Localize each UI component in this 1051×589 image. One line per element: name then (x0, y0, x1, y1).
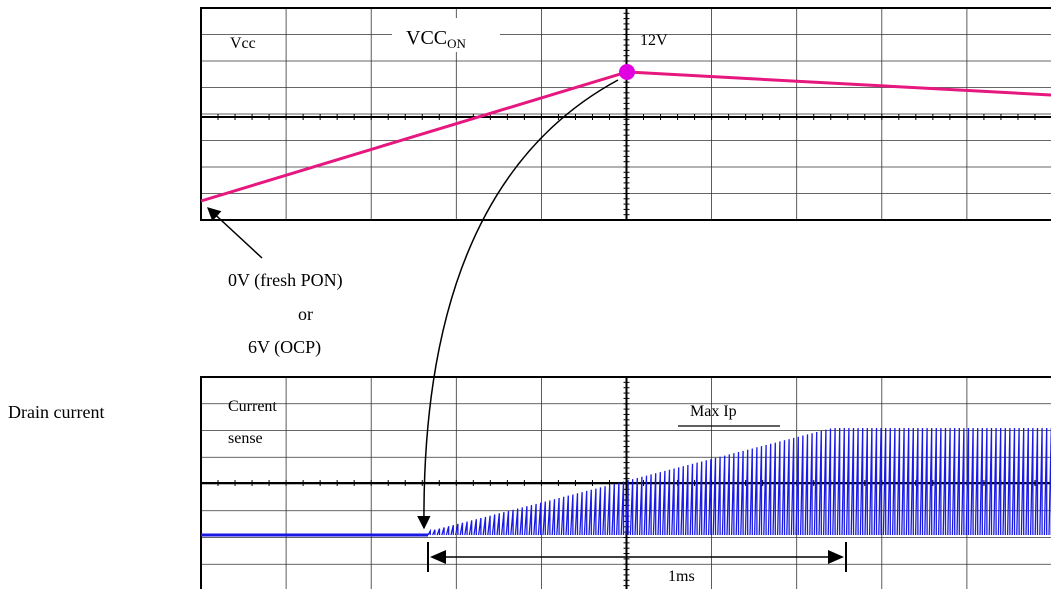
current-scope-grid (200, 376, 1051, 589)
current-scope-panel (200, 376, 1051, 589)
start-point-arrow (207, 207, 263, 259)
drain-current-label: Drain current (8, 402, 104, 422)
vcc-on-label-box (392, 18, 500, 52)
vcc-scope-panel (200, 7, 1051, 221)
vcc-scope-grid (200, 7, 1051, 221)
current-channel-label-1: Current (228, 398, 277, 415)
annotation-line-3: 6V (OCP) (248, 337, 321, 358)
annotation-line-1: 0V (fresh PON) (228, 270, 343, 291)
timing-arrow-right (828, 550, 844, 564)
annotation-line-2: or (298, 304, 313, 324)
peak-voltage-label: 12V (640, 32, 668, 49)
max-ip-label: Max Ip (690, 403, 737, 420)
vcc-on-marker (619, 64, 635, 80)
vcc-on-label: VCCON (406, 27, 467, 51)
vcc-on-to-start-arrow (417, 79, 619, 530)
current-pulse-train (427, 427, 1051, 536)
timing-label: 1ms (668, 568, 695, 585)
timing-arrow-left (430, 550, 446, 564)
current-channel-label-2: sense (228, 430, 263, 447)
vcc-channel-label: Vcc (230, 35, 256, 52)
